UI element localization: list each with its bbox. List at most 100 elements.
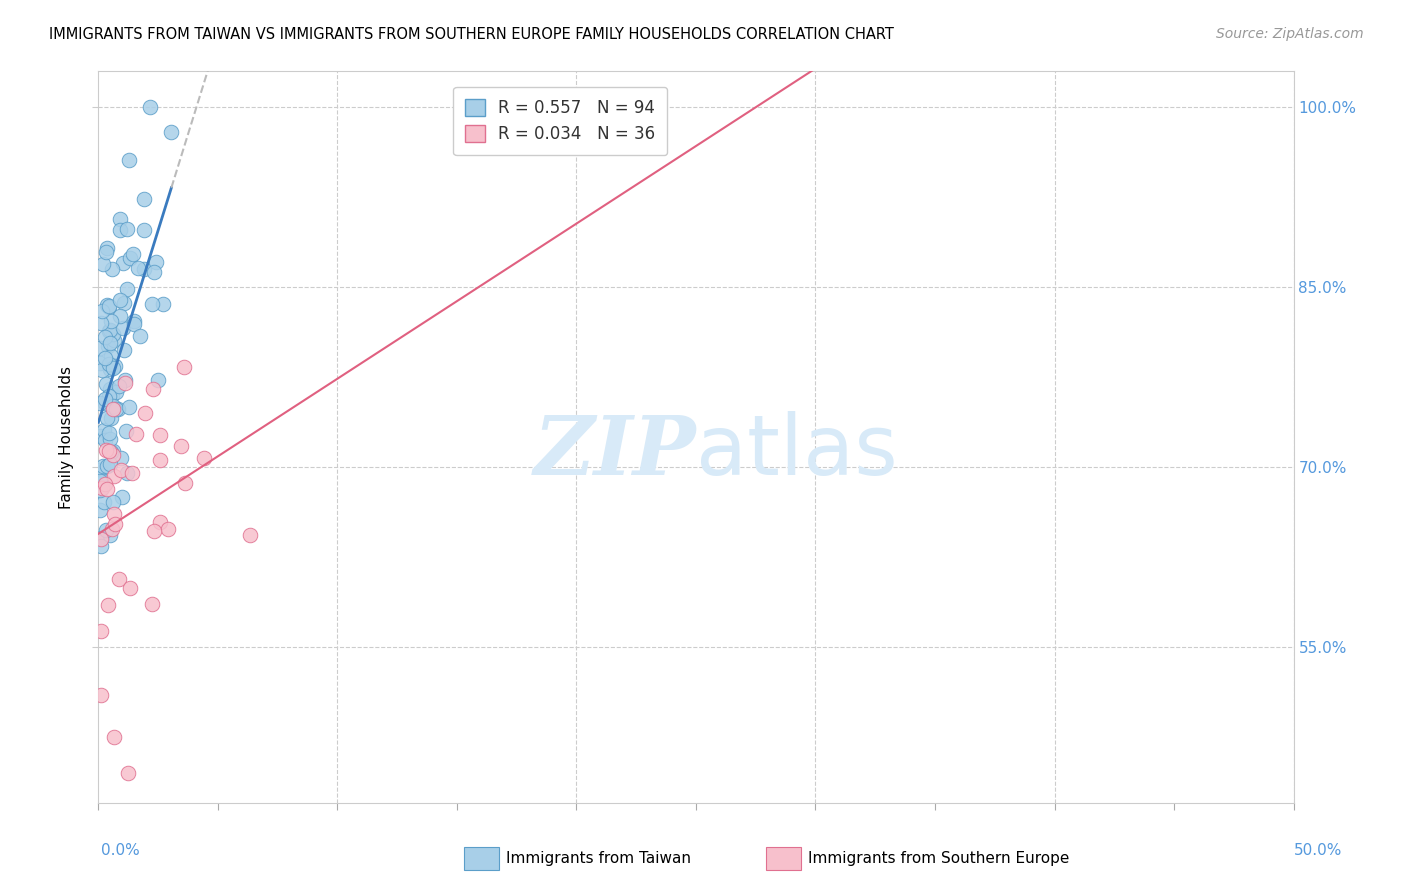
Point [89, 503, 111, 517]
Point [141, 297, 163, 311]
Point [104, 517, 127, 532]
Point [98, 357, 121, 371]
Point [118, 582, 141, 596]
Text: IMMIGRANTS FROM TAIWAN VS IMMIGRANTS FROM SOUTHERN EUROPE FAMILY HOUSEHOLDS CORR: IMMIGRANTS FROM TAIWAN VS IMMIGRANTS FRO… [49, 27, 894, 42]
Point [121, 467, 143, 481]
Text: Immigrants from Southern Europe: Immigrants from Southern Europe [808, 851, 1070, 865]
Point [107, 402, 129, 417]
Point [142, 382, 165, 396]
Point [100, 314, 122, 328]
Point [173, 359, 195, 374]
Point [90, 481, 112, 495]
Point [93, 433, 115, 447]
Point [141, 598, 163, 612]
Text: 0.0%: 0.0% [101, 843, 141, 858]
Point [101, 495, 124, 509]
Point [94, 524, 117, 538]
Point [193, 450, 215, 465]
Point [142, 265, 165, 279]
Point [89, 341, 111, 355]
Point [239, 528, 262, 542]
Point [118, 400, 141, 414]
Point [93, 495, 115, 509]
Point [122, 247, 145, 261]
Point [94, 351, 117, 366]
Point [98, 324, 121, 338]
Point [111, 321, 134, 335]
Point [108, 211, 131, 226]
Point [110, 309, 132, 323]
Point [90, 531, 112, 545]
Point [134, 223, 156, 237]
Point [90, 316, 112, 330]
Point [101, 522, 124, 536]
Point [93, 477, 115, 491]
Point [110, 450, 132, 465]
Point [174, 476, 197, 491]
Point [93, 423, 115, 437]
Point [96, 482, 118, 496]
Point [104, 385, 127, 400]
Point [122, 318, 145, 332]
Point [111, 490, 134, 504]
Point [103, 444, 125, 458]
Point [101, 448, 124, 462]
Point [98, 323, 121, 337]
Point [101, 399, 124, 413]
Point [117, 467, 139, 481]
Point [100, 362, 122, 376]
Point [112, 343, 135, 357]
Point [129, 329, 152, 343]
Point [152, 296, 174, 310]
Point [90, 688, 112, 702]
Point [143, 524, 166, 538]
Point [146, 373, 169, 387]
Point [156, 522, 179, 536]
Point [98, 433, 121, 447]
Point [98, 336, 121, 351]
Point [90, 532, 112, 546]
Point [89, 429, 111, 443]
Point [91, 459, 114, 474]
Point [94, 396, 117, 410]
Point [98, 444, 121, 458]
Point [89, 396, 111, 410]
Point [149, 453, 172, 467]
Point [97, 299, 120, 313]
Point [96, 411, 118, 425]
Point [96, 443, 118, 458]
Y-axis label: Family Households: Family Households [59, 366, 75, 508]
Point [149, 515, 172, 529]
Point [108, 293, 131, 307]
Text: ZIP: ZIP [533, 412, 696, 491]
Point [134, 261, 156, 276]
Point [101, 326, 124, 341]
Point [103, 730, 125, 744]
Point [103, 468, 125, 483]
Text: Immigrants from Taiwan: Immigrants from Taiwan [506, 851, 692, 865]
Point [100, 411, 122, 425]
Point [100, 349, 122, 363]
Point [160, 125, 183, 139]
Point [89, 356, 111, 370]
Point [97, 300, 120, 314]
Text: atlas: atlas [696, 411, 897, 492]
Point [118, 252, 141, 266]
Point [89, 483, 111, 498]
Text: 50.0%: 50.0% [1295, 843, 1343, 858]
Point [90, 624, 112, 639]
Point [94, 392, 117, 406]
Point [100, 261, 122, 276]
Point [114, 376, 136, 390]
Point [97, 389, 120, 403]
Point [96, 458, 118, 473]
Point [104, 359, 127, 373]
Point [91, 363, 114, 377]
Point [145, 255, 167, 269]
Point [115, 424, 138, 438]
Point [93, 474, 115, 488]
Point [125, 427, 148, 442]
Point [100, 388, 122, 402]
Point [101, 402, 124, 417]
Point [114, 372, 136, 386]
